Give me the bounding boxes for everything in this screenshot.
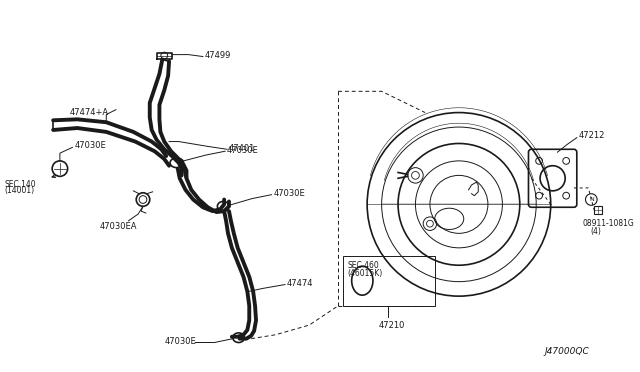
Text: 47030EA: 47030EA xyxy=(99,222,137,231)
Text: (14001): (14001) xyxy=(5,186,35,195)
Text: (46015K): (46015K) xyxy=(348,269,383,278)
Text: 08911-1081G: 08911-1081G xyxy=(582,219,634,228)
Text: (4): (4) xyxy=(590,227,601,236)
Text: 47030E: 47030E xyxy=(74,141,106,150)
Bar xyxy=(594,206,602,214)
Text: 47030E: 47030E xyxy=(227,146,259,155)
Text: 47212: 47212 xyxy=(579,131,605,140)
Text: 47499: 47499 xyxy=(205,51,231,60)
Text: 47474: 47474 xyxy=(287,279,314,288)
Text: 47210: 47210 xyxy=(379,321,405,330)
Text: SEC.140: SEC.140 xyxy=(5,180,36,189)
Text: 47401: 47401 xyxy=(229,144,255,153)
Text: N: N xyxy=(589,197,594,202)
Bar xyxy=(343,256,435,306)
Text: 47030E: 47030E xyxy=(273,189,305,198)
Text: J47000QC: J47000QC xyxy=(545,347,589,356)
Text: SEC.460: SEC.460 xyxy=(348,261,380,270)
Text: 47030E: 47030E xyxy=(164,337,196,346)
Text: 47474+A: 47474+A xyxy=(70,108,109,117)
